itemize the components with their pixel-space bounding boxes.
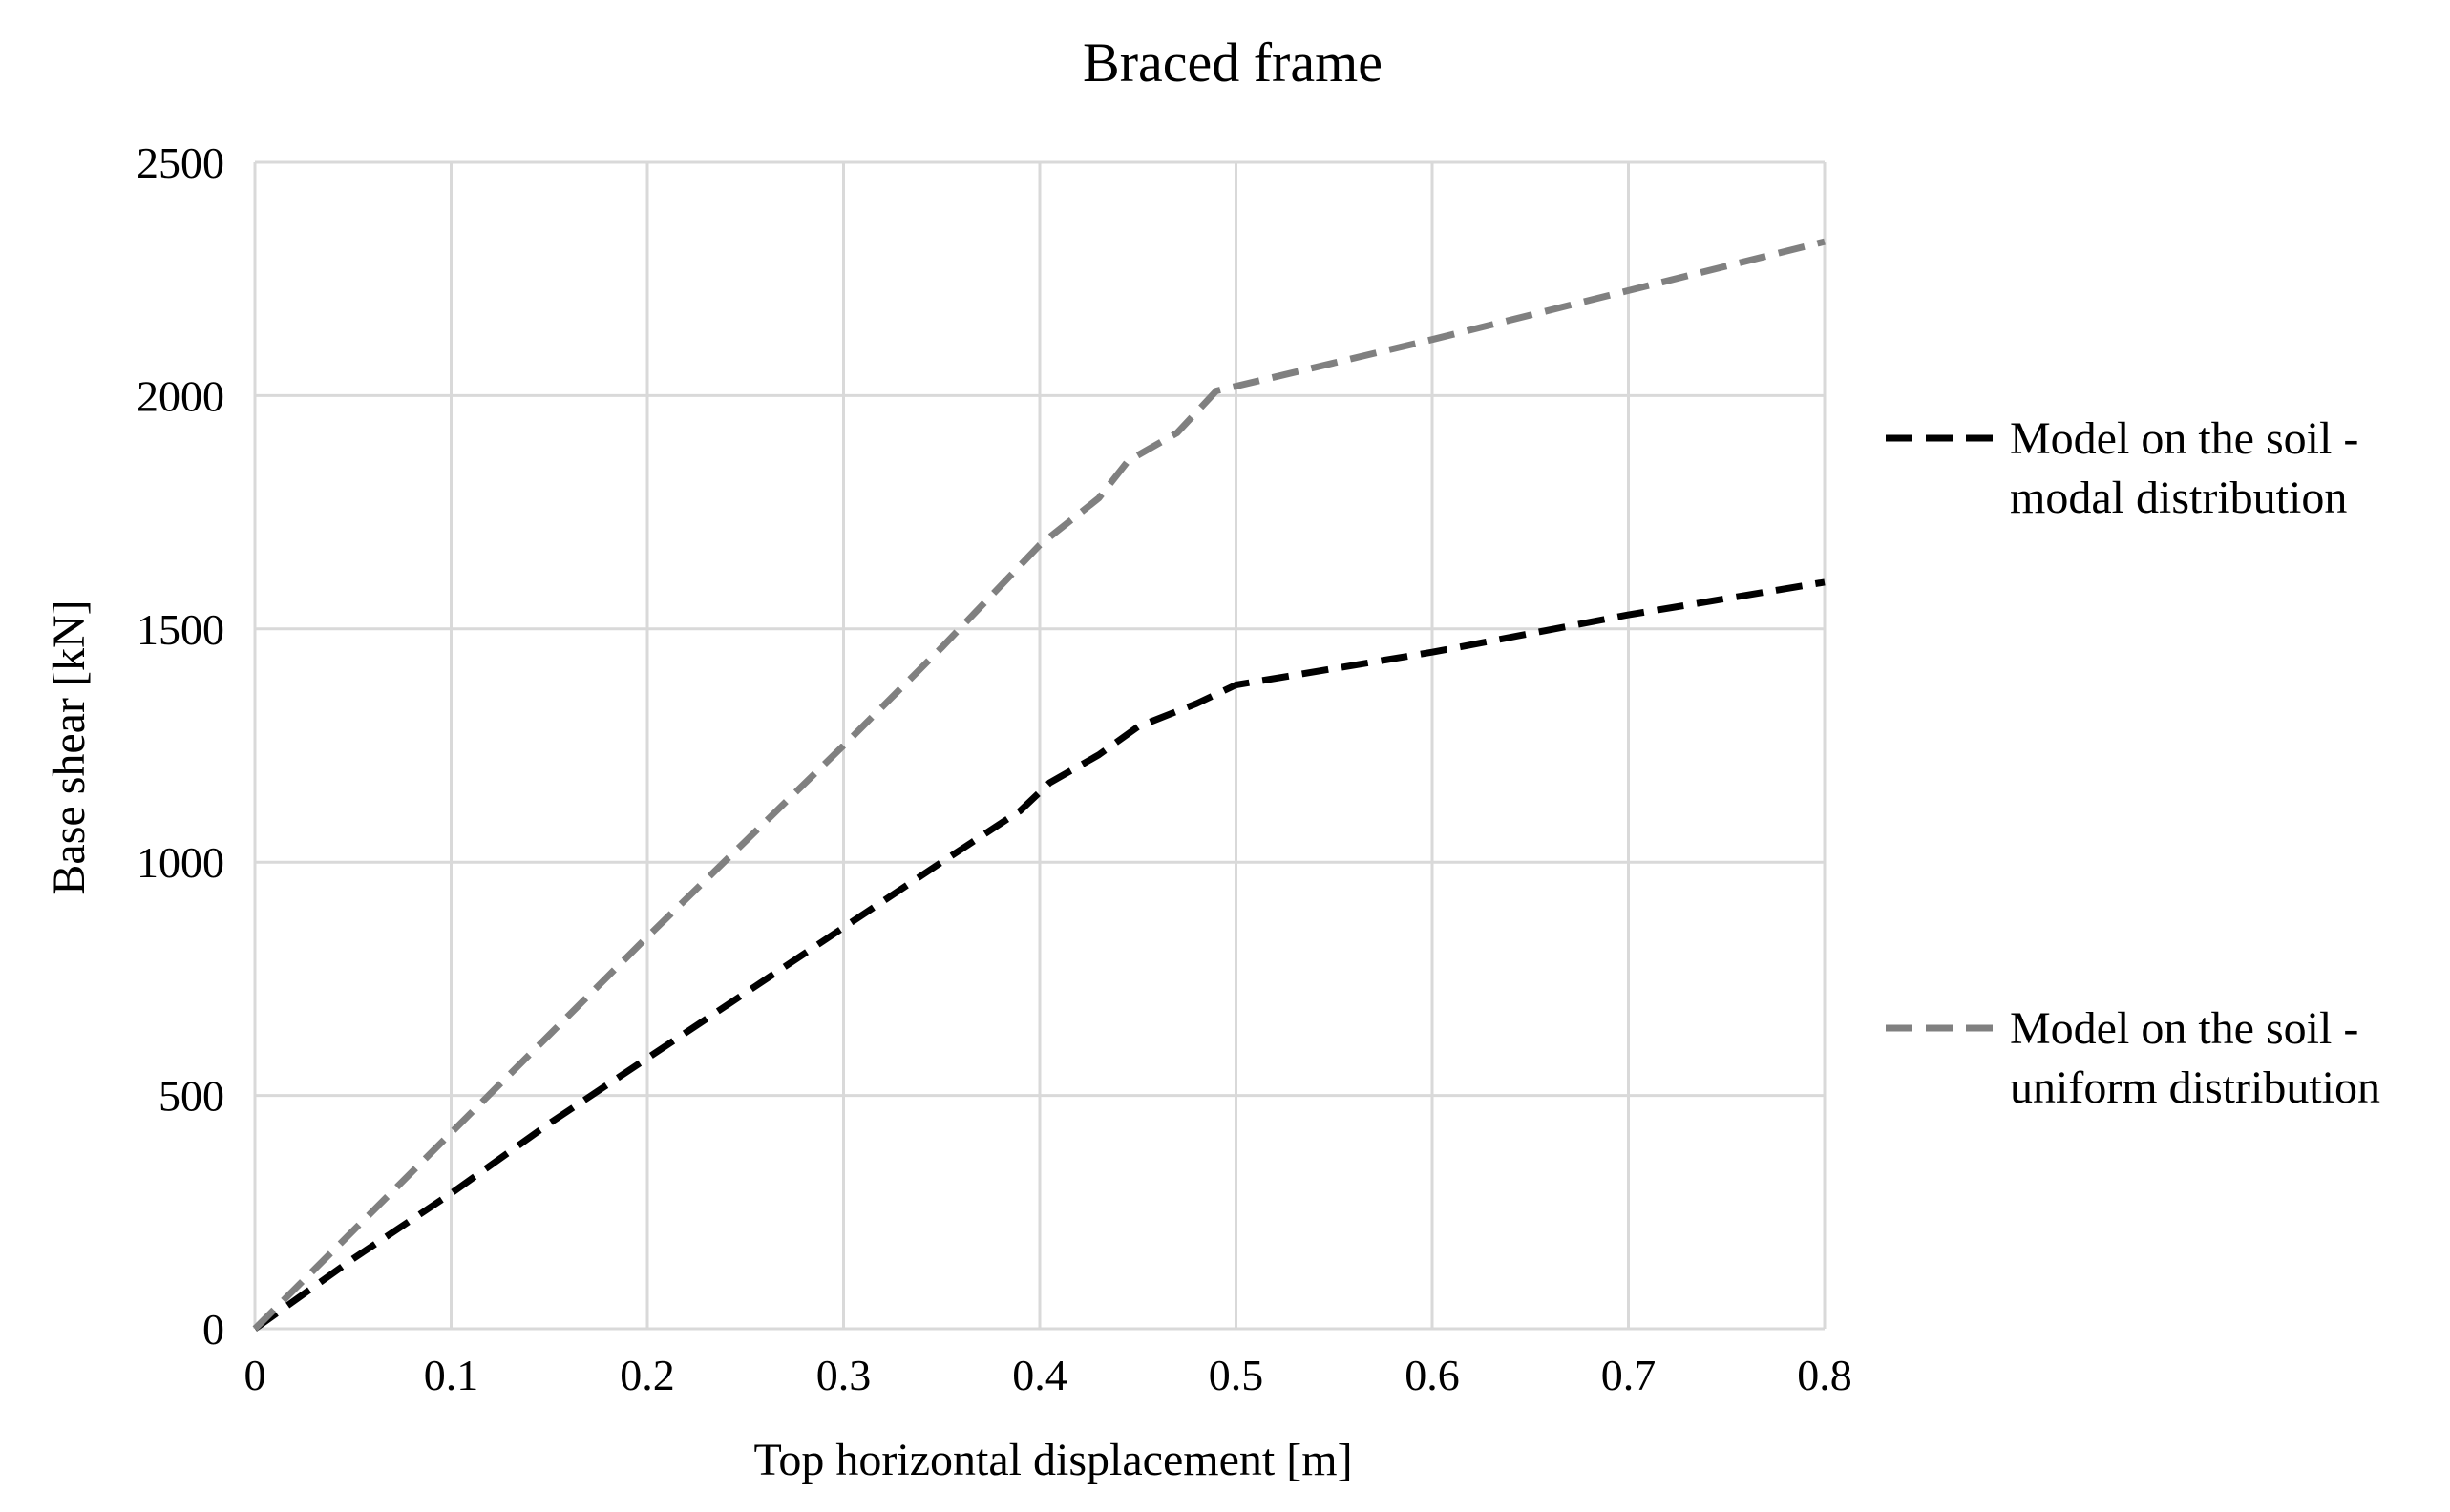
- legend-label-2: Model on the soil -: [2010, 1003, 2358, 1054]
- x-tick-label: 0.7: [1601, 1351, 1657, 1399]
- x-tick-label: 0.5: [1209, 1351, 1264, 1399]
- y-axis-ticks: 0 500 1000 1500 2000 2500: [137, 138, 224, 1354]
- legend-label-2: uniform distribution: [2010, 1062, 2380, 1113]
- legend: Model on the soil - modal distribution Mod…: [1886, 413, 2380, 1113]
- x-axis-label: Top horizontal displacement [m]: [753, 1435, 1352, 1485]
- legend-label-1: Model on the soil -: [2010, 413, 2358, 464]
- x-tick-label: 0.6: [1405, 1351, 1460, 1399]
- y-tick-label: 2000: [137, 371, 224, 420]
- y-tick-label: 500: [158, 1072, 224, 1121]
- y-axis-label: Base shear [kN]: [44, 599, 95, 894]
- x-tick-label: 0.4: [1012, 1351, 1067, 1399]
- chart-title: Braced frame: [1083, 32, 1383, 94]
- y-tick-label: 1500: [137, 605, 224, 654]
- legend-label-1: modal distribution: [2010, 472, 2347, 523]
- y-tick-label: 2500: [137, 138, 224, 187]
- series-line-1: [252, 578, 1826, 1332]
- grid: [253, 160, 1827, 1331]
- x-axis-ticks: 0 0.1 0.2 0.3 0.4 0.5 0.6 0.7 0.8: [244, 1351, 1852, 1399]
- y-tick-label: 0: [202, 1305, 224, 1354]
- x-tick-label: 0: [244, 1351, 266, 1399]
- series-group: [252, 238, 1826, 1332]
- series-line-2: [252, 238, 1826, 1332]
- y-tick-label: 1000: [137, 838, 224, 887]
- x-tick-label: 0.1: [424, 1351, 479, 1399]
- x-tick-label: 0.8: [1797, 1351, 1852, 1399]
- x-tick-label: 0.2: [620, 1351, 675, 1399]
- x-tick-label: 0.3: [816, 1351, 872, 1399]
